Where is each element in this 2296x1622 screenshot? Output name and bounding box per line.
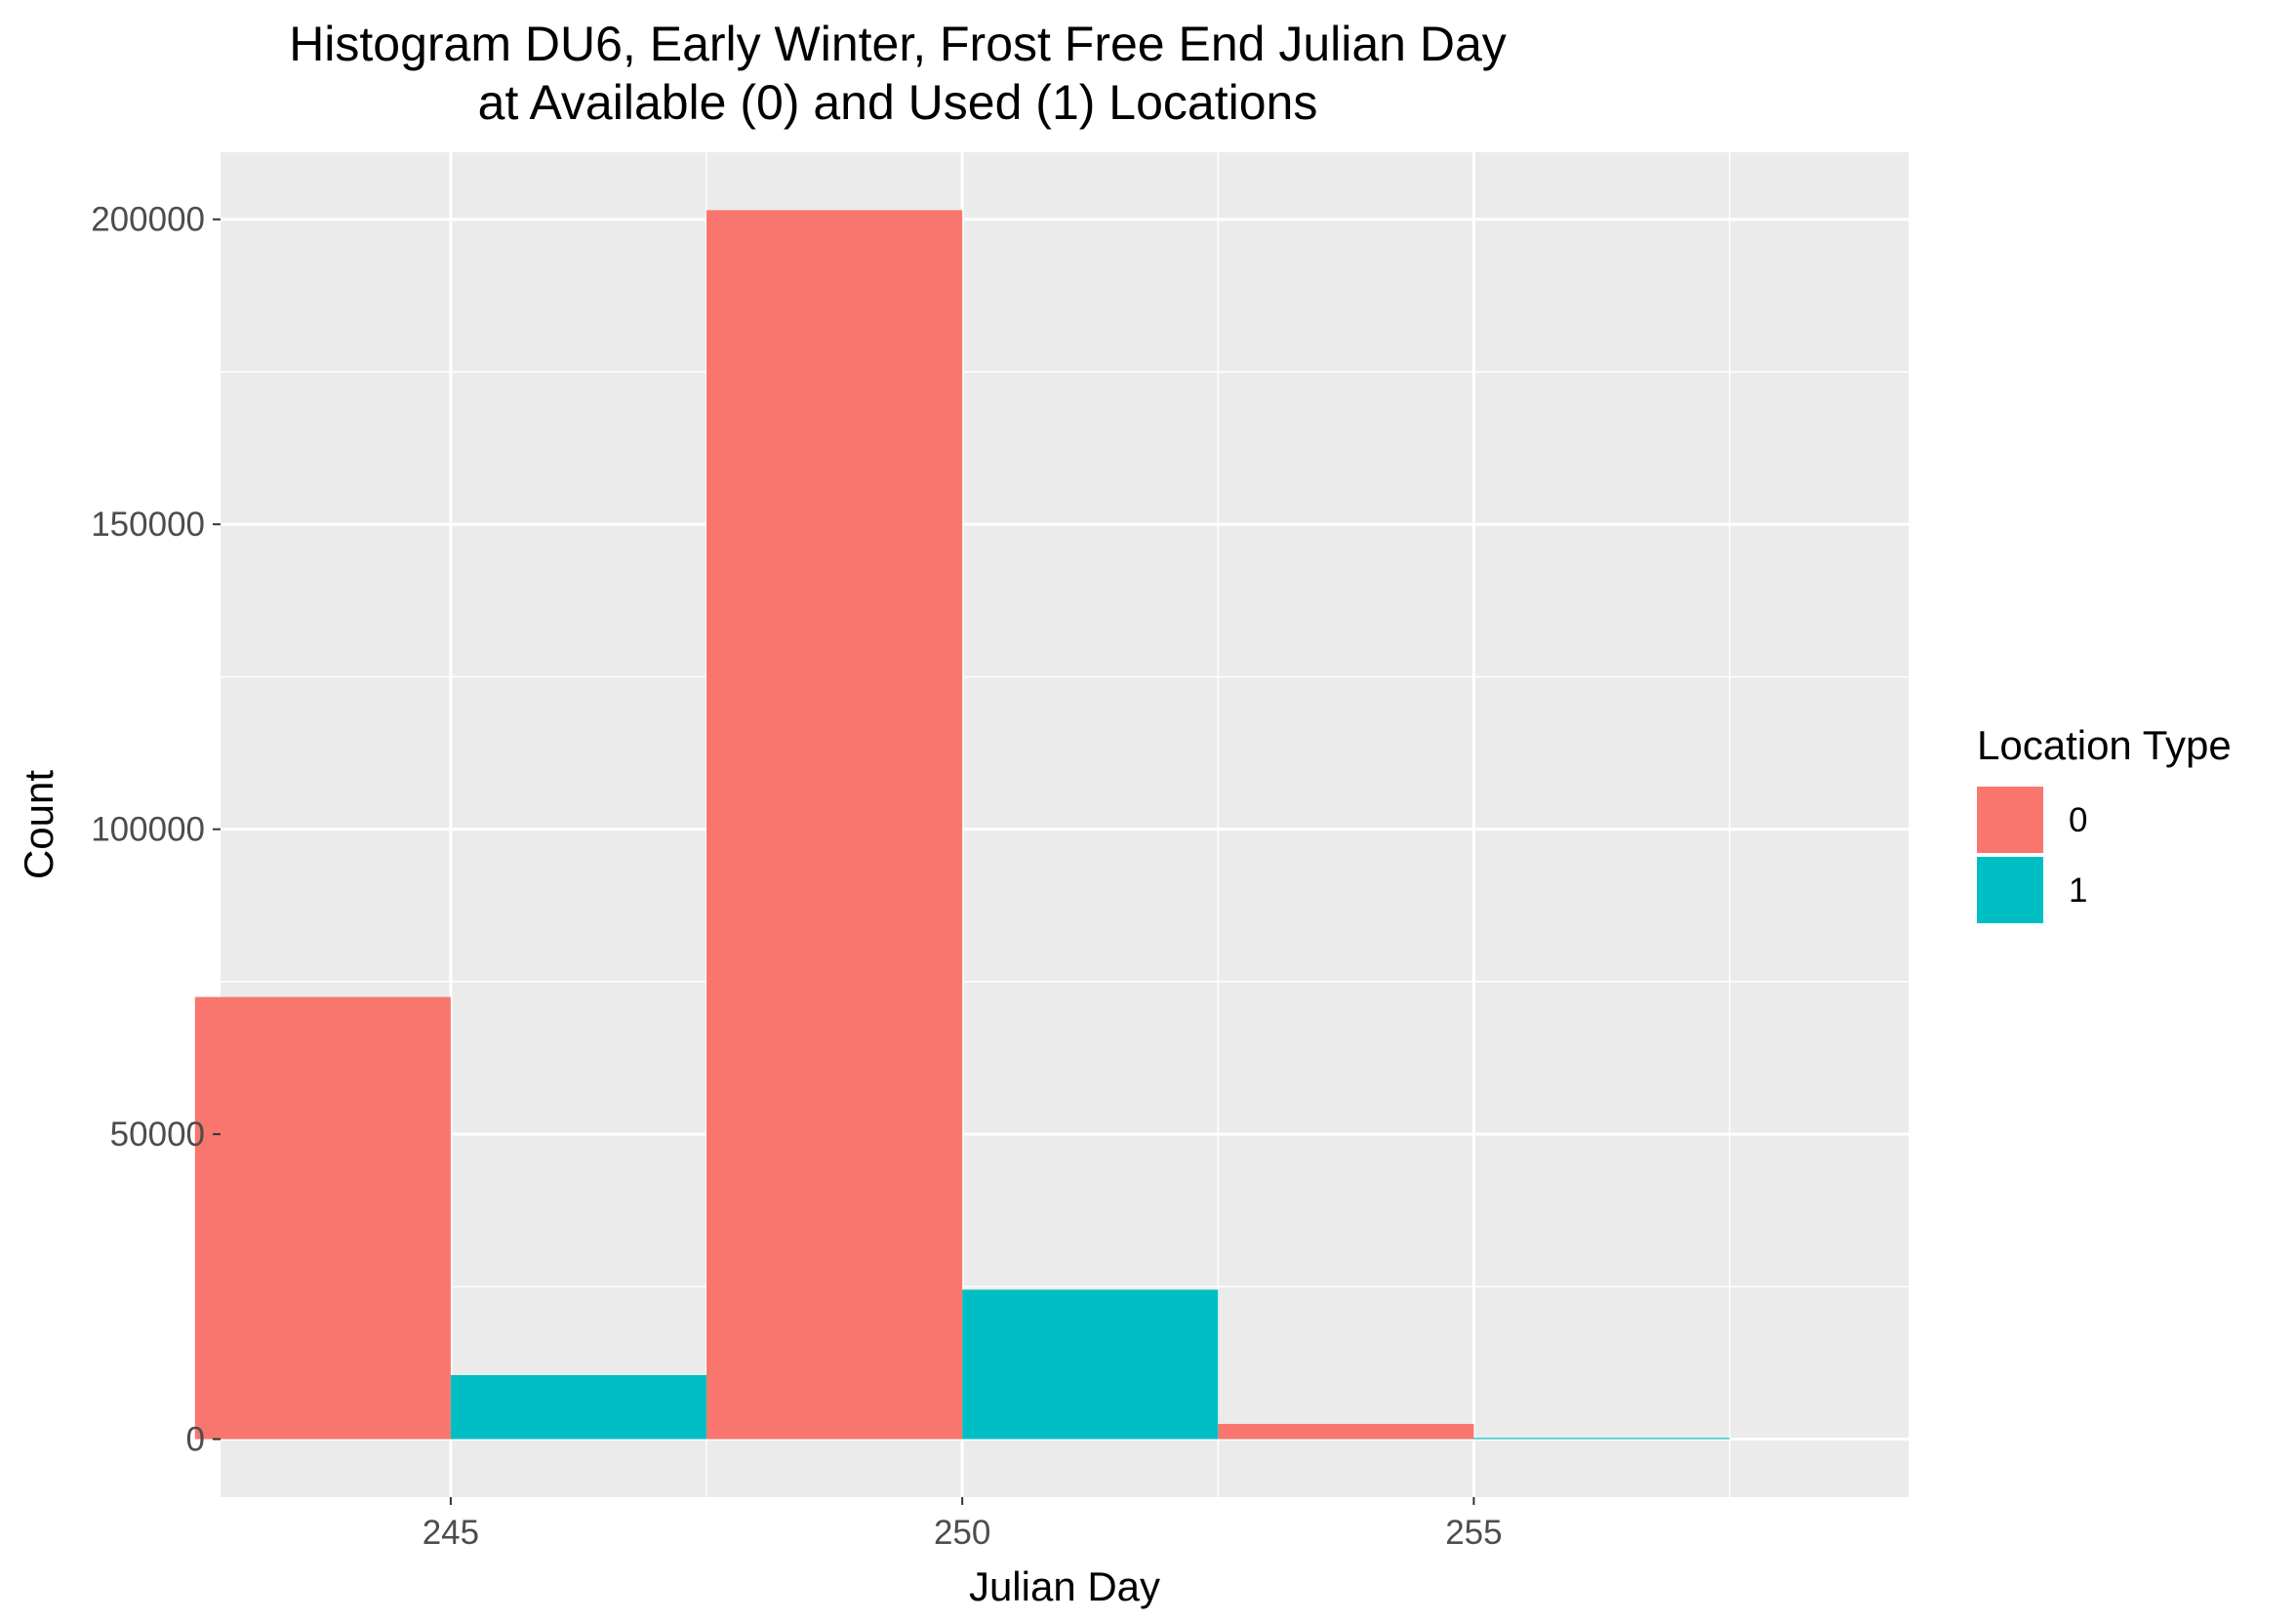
y-tick-label-0: 0 bbox=[186, 1421, 205, 1459]
x-tick-label-2: 255 bbox=[1445, 1514, 1502, 1552]
histogram-bars bbox=[194, 210, 1730, 1440]
x-axis-title: Julian Day bbox=[969, 1563, 1160, 1609]
x-tick-label-1: 250 bbox=[934, 1514, 990, 1552]
x-tick-label-0: 245 bbox=[423, 1514, 479, 1552]
bar-series-1-2 bbox=[1473, 1438, 1730, 1440]
chart-subtitle: at Available (0) and Used (1) Locations bbox=[478, 75, 1318, 130]
x-axis-ticks: 245 250 255 bbox=[423, 1497, 1503, 1552]
bar-series-0-0 bbox=[194, 996, 451, 1440]
legend-key-1 bbox=[1977, 857, 2043, 923]
chart-title: Histogram DU6, Early Winter, Frost Free … bbox=[289, 17, 1507, 71]
plot-panel bbox=[221, 152, 1909, 1497]
y-tick-label-4: 200000 bbox=[91, 201, 205, 239]
legend-title: Location Type bbox=[1977, 722, 2232, 768]
legend-key-0 bbox=[1977, 787, 2043, 853]
legend-label-0: 0 bbox=[2069, 801, 2087, 839]
bar-series-0-1 bbox=[706, 210, 963, 1440]
y-axis-title: Count bbox=[16, 770, 61, 879]
bar-series-0-2 bbox=[1218, 1424, 1474, 1440]
legend-label-1: 1 bbox=[2069, 872, 2087, 910]
legend: Location Type 0 1 bbox=[1977, 722, 2232, 923]
bar-series-1-0 bbox=[450, 1375, 707, 1440]
y-axis-ticks: 0 50000 100000 150000 200000 bbox=[91, 201, 221, 1459]
y-tick-label-2: 100000 bbox=[91, 811, 205, 849]
y-tick-label-3: 150000 bbox=[91, 506, 205, 544]
y-tick-label-1: 50000 bbox=[110, 1115, 205, 1154]
bar-series-1-1 bbox=[962, 1289, 1219, 1440]
